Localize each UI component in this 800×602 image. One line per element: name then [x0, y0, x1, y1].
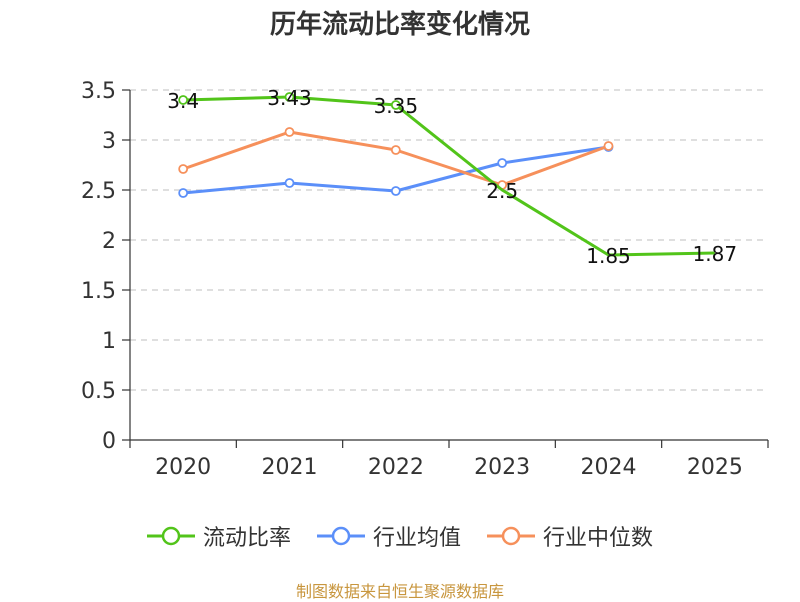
legend-item-industry-mean[interactable]: 行业均值	[316, 520, 461, 552]
x-tick-label: 2021	[262, 455, 318, 480]
legend-item-current-ratio[interactable]: 流动比率	[146, 520, 291, 552]
y-tick-label: 2.5	[81, 179, 116, 204]
legend-swatch-industry-mean	[316, 526, 365, 546]
data-point	[178, 95, 189, 105]
y-tick-label: 0	[102, 429, 116, 454]
y-tick-label: 3.5	[81, 79, 116, 104]
legend-item-industry-median[interactable]: 行业中位数	[487, 520, 653, 552]
legend-label-current-ratio: 流动比率	[202, 526, 291, 551]
legend: 流动比率 行业均值 行业中位数	[0, 520, 800, 552]
series-layer	[178, 92, 715, 257]
data-label: 1.87	[693, 242, 738, 266]
data-label: 1.85	[586, 244, 631, 268]
data-point	[390, 145, 401, 155]
y-tick-label: 0.5	[81, 379, 116, 404]
data-point	[284, 92, 295, 102]
legend-swatch-marker	[501, 526, 521, 546]
y-tick-label: 2	[102, 229, 116, 254]
y-tick-label: 1	[102, 329, 116, 354]
grid-layer	[130, 89, 768, 391]
data-label: 3.43	[267, 86, 312, 110]
label-layer: 3.4 3.43 3.35 2.5 1.85 1.87	[167, 86, 737, 268]
source-note: 制图数据来自恒生聚源数据库	[295, 582, 504, 601]
x-tick-label: 2023	[474, 455, 530, 480]
x-tick-label: 2022	[368, 455, 424, 480]
legend-label-industry-mean: 行业均值	[372, 526, 461, 551]
x-tick-label: 2020	[155, 455, 211, 480]
data-point	[603, 141, 614, 151]
data-point	[497, 158, 508, 168]
axis-layer: 0 0.5 1 1.5 2 2.5 3 3.5 2020 2021 2022 2023 2024 2025	[81, 79, 769, 480]
data-label: 3.4	[167, 89, 199, 113]
x-tick-label: 2025	[687, 455, 743, 480]
y-tick-label: 3	[102, 129, 116, 154]
legend-label-industry-median: 行业中位数	[543, 526, 654, 551]
data-point	[390, 186, 401, 196]
chart-title: 历年流动比率变化情况	[269, 10, 530, 40]
legend-swatch-marker	[161, 526, 181, 546]
x-tick-label: 2024	[581, 455, 637, 480]
data-point	[284, 178, 295, 188]
data-point	[178, 164, 189, 174]
legend-swatch-marker	[331, 526, 351, 546]
series-line	[183, 95, 715, 257]
data-point	[284, 127, 295, 137]
data-label: 3.35	[374, 94, 419, 118]
data-label: 2.5	[486, 179, 518, 203]
data-point	[178, 188, 189, 198]
y-tick-label: 1.5	[81, 279, 116, 304]
data-point	[390, 100, 401, 110]
legend-swatch-industry-median	[487, 526, 535, 546]
legend-swatch-current-ratio	[146, 526, 195, 546]
